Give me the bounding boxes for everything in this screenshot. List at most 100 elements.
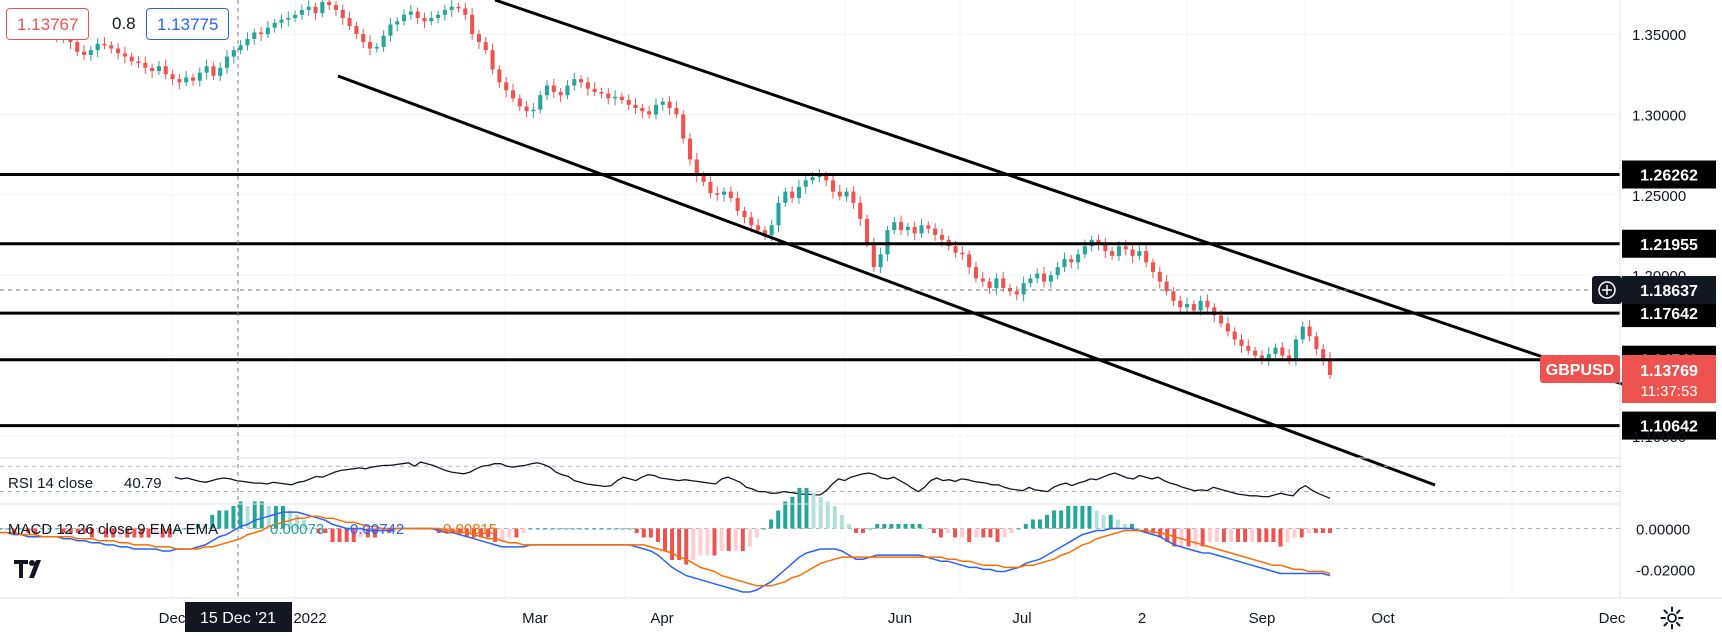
candle bbox=[551, 78, 556, 98]
tradingview-logo-icon[interactable] bbox=[12, 556, 52, 585]
macd-histogram-bar bbox=[889, 523, 894, 529]
candle bbox=[599, 87, 604, 99]
trend-channel bbox=[337, 0, 1626, 487]
candle-body bbox=[184, 77, 189, 83]
candle bbox=[190, 73, 196, 86]
macd-histogram-bar bbox=[118, 528, 123, 538]
candle bbox=[320, 0, 325, 18]
macd-histogram-bar bbox=[471, 528, 476, 538]
price-tick-label: 1.30000 bbox=[1632, 107, 1686, 124]
macd-legend[interactable]: MACD 12 26 close 9 EMA EMA 0.00073 -0.00… bbox=[8, 521, 497, 538]
macd-histogram-bar bbox=[1271, 528, 1276, 542]
macd-histogram-bar bbox=[295, 514, 300, 529]
candle bbox=[381, 30, 386, 52]
candle-body bbox=[245, 38, 250, 46]
macd-histogram-bar bbox=[698, 528, 703, 556]
candle bbox=[1246, 339, 1251, 355]
macd-histogram-bar bbox=[47, 528, 52, 530]
candle bbox=[728, 186, 733, 203]
macd-histogram-bar bbox=[238, 501, 243, 529]
rsi-legend[interactable]: RSI 14 close 40.79 bbox=[8, 475, 162, 492]
candle bbox=[796, 180, 801, 204]
candle-body bbox=[987, 281, 992, 289]
macd-histogram-bar bbox=[825, 501, 830, 529]
macd-histogram-bar bbox=[938, 528, 943, 538]
candle bbox=[156, 60, 161, 76]
time-axis[interactable]: Dec 2022 Mar Apr Jun Jul 2 Sep Oct Dec bbox=[159, 610, 1626, 627]
bid-price-box[interactable]: 1.13767 bbox=[6, 8, 90, 40]
macd-histogram-bar bbox=[1037, 519, 1042, 529]
price-axis[interactable]: 1.350001.300001.250001.200001.100000.000… bbox=[1632, 27, 1695, 579]
macd-histogram-bar bbox=[259, 501, 264, 529]
macd-histogram-bar bbox=[776, 510, 781, 529]
candle bbox=[374, 42, 379, 53]
time-tick-label: Jul bbox=[1012, 610, 1031, 627]
candle-body bbox=[653, 104, 658, 115]
candle bbox=[1014, 285, 1019, 301]
macd-histogram-bar bbox=[1228, 528, 1233, 542]
channel-upper-line[interactable] bbox=[494, 0, 1626, 387]
candle bbox=[933, 223, 938, 241]
candle bbox=[129, 52, 134, 66]
candle-body bbox=[1021, 283, 1026, 295]
candle-body bbox=[497, 69, 502, 83]
macd-histogram-bar bbox=[1101, 514, 1106, 529]
candle bbox=[1042, 266, 1047, 288]
candle bbox=[456, 2, 461, 13]
macd-histogram-bar bbox=[783, 501, 788, 529]
macd-histogram-bar bbox=[1052, 510, 1057, 529]
macd-histogram-bar bbox=[811, 492, 816, 529]
candle bbox=[1266, 347, 1271, 366]
candle bbox=[1178, 295, 1183, 314]
ask-price-box[interactable]: 1.13775 bbox=[146, 8, 230, 40]
candle-body bbox=[524, 106, 529, 112]
candle bbox=[197, 67, 202, 87]
crosshair-price-label: 1.18637 bbox=[1592, 276, 1716, 304]
candle bbox=[497, 65, 502, 89]
macd-tick-label: 0.00000 bbox=[1636, 521, 1690, 538]
macd-histogram-bar bbox=[0, 528, 2, 530]
candle bbox=[735, 191, 740, 216]
candle-body bbox=[1232, 331, 1237, 340]
macd-histogram-bar bbox=[493, 528, 498, 542]
macd-histogram-bar bbox=[210, 514, 215, 529]
macd-histogram-bar bbox=[854, 528, 859, 533]
candle bbox=[1001, 271, 1006, 293]
macd-histogram-bar bbox=[712, 528, 717, 556]
candle bbox=[681, 110, 686, 144]
gear-icon[interactable] bbox=[1660, 606, 1684, 635]
candle bbox=[1110, 247, 1115, 260]
candle-body bbox=[231, 50, 236, 57]
candle-body bbox=[558, 91, 563, 96]
candle-body bbox=[1198, 300, 1203, 311]
macd-histogram-bar bbox=[266, 505, 271, 529]
macd-histogram-bar bbox=[1115, 519, 1120, 529]
ask-price: 1.13775 bbox=[157, 15, 219, 34]
candle bbox=[1103, 238, 1108, 258]
countdown-text: 11:37:53 bbox=[1640, 383, 1697, 400]
candle bbox=[422, 12, 427, 29]
candle bbox=[136, 56, 141, 68]
channel-lower-line[interactable] bbox=[337, 74, 1436, 487]
candle-body bbox=[1001, 278, 1006, 289]
candle-body bbox=[967, 254, 972, 268]
macd-tick-label: -0.02000 bbox=[1636, 562, 1695, 579]
candle-body bbox=[722, 191, 727, 195]
candle-body bbox=[143, 63, 148, 68]
candle-body bbox=[82, 51, 87, 55]
candle bbox=[1239, 334, 1244, 353]
candle bbox=[531, 103, 536, 119]
macd-histogram-bar bbox=[1172, 528, 1177, 547]
candle-body bbox=[1157, 271, 1162, 282]
candle-body bbox=[388, 24, 393, 36]
candle-body bbox=[1273, 347, 1278, 354]
macd-histogram-bar bbox=[5, 528, 10, 530]
candle-body bbox=[402, 14, 407, 22]
macd-histogram-bar bbox=[139, 528, 144, 538]
candle bbox=[170, 70, 175, 86]
plus-circle-icon[interactable] bbox=[1598, 281, 1616, 299]
macd-histogram-bar bbox=[97, 528, 102, 533]
macd-histogram-bar bbox=[1250, 528, 1255, 542]
